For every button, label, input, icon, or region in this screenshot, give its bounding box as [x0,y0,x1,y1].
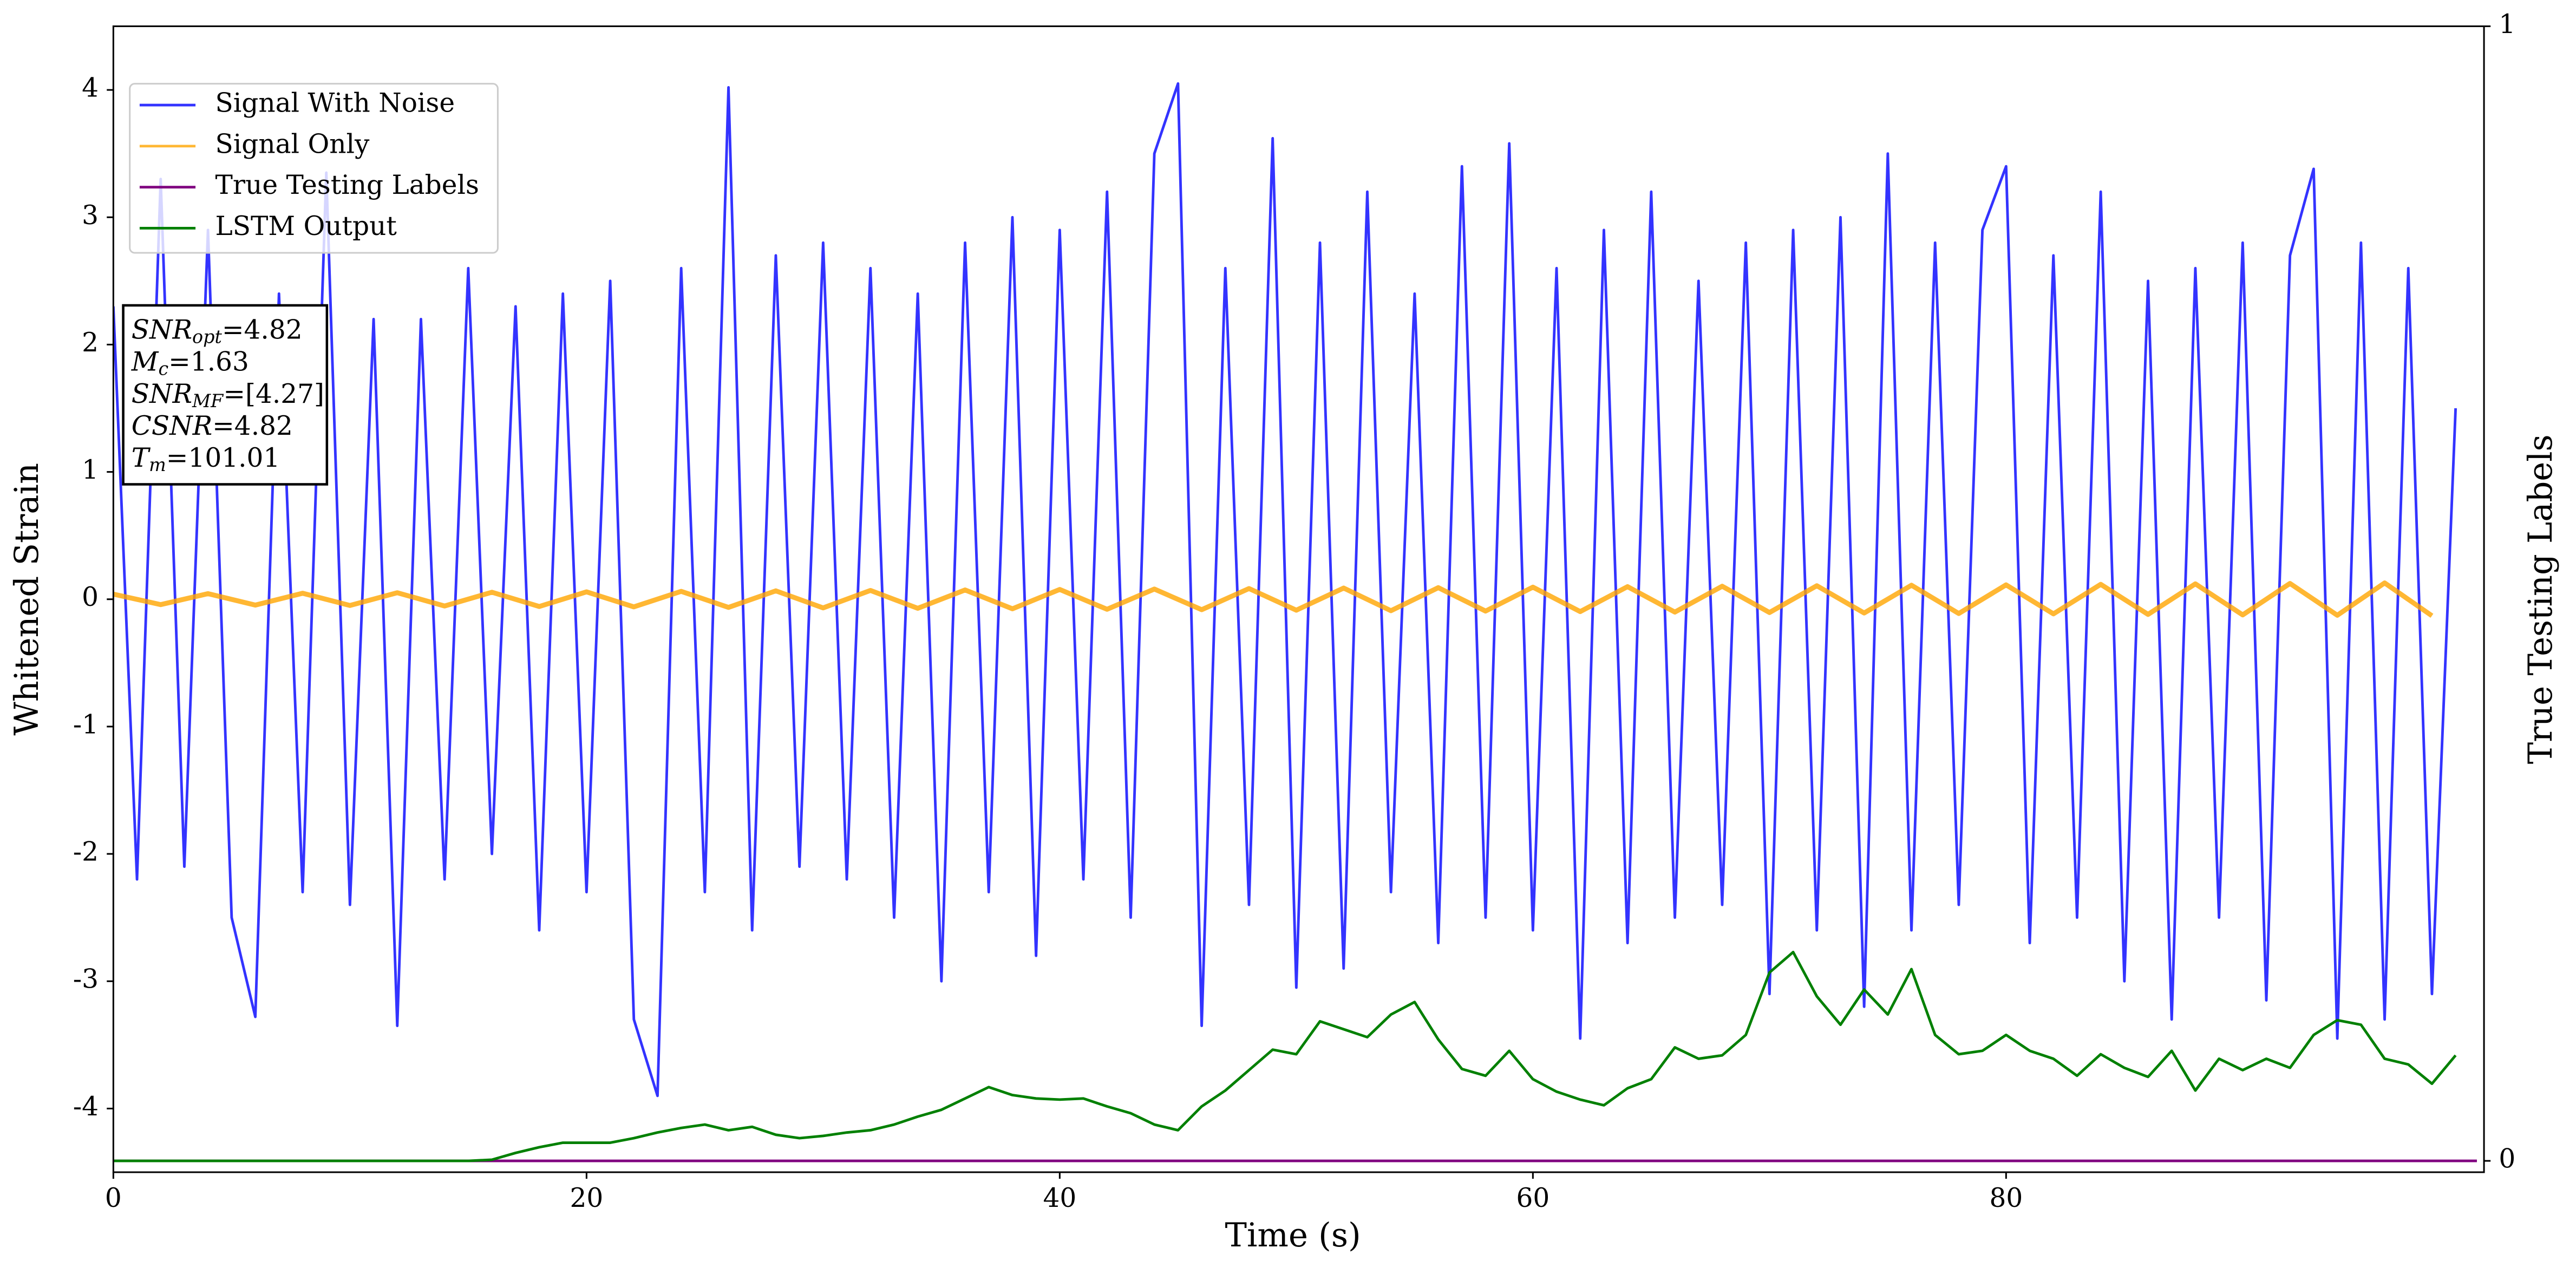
annotation: SNRopt=4.82Mc=1.63SNRMF=[4.27]CSNR=4.82T… [122,304,329,486]
legend-label: True Testing Labels [215,170,479,200]
annotation-symbol: M [131,347,159,377]
legend: Signal With Noise Signal Only True Testing… [129,83,499,254]
annotation-line: CSNR=4.82 [132,410,293,441]
annotation-line: SNRopt=4.82 [132,315,303,348]
annotation-value: =4.82 [222,315,303,345]
y-tick-label: 4 [82,73,99,103]
y-axis-label: Whitened Strain [8,463,46,736]
y-tick-label: 2 [82,328,99,358]
x-tick-label: 80 [1989,1183,2023,1213]
annotation-symbol: CSNR [132,410,212,441]
annotation-subscript: m [149,454,166,475]
annotation-line: Mc=1.63 [131,347,249,380]
y-tick-label: 3 [82,200,99,231]
series-line [113,82,2457,1097]
x-axis-label: Time (s) [1225,1217,1361,1255]
x-tick-label: 0 [105,1183,122,1213]
y-tick-label: -3 [73,964,99,995]
y-tick-label: 0 [82,582,99,612]
annotation-subscript: MF [192,390,224,411]
legend-label: Signal Only [215,129,370,159]
series-line [113,580,2434,618]
y2-tick-label: 1 [2499,9,2515,40]
y-tick-label: -4 [73,1092,99,1122]
x-tick-label: 60 [1516,1183,1549,1213]
plot-area [113,82,2477,1162]
annotation-symbol: SNR [132,378,192,409]
y2-axis-label: True Testing Labels [2522,434,2560,764]
series-line [113,951,2457,1162]
x-tick-label: 40 [1043,1183,1076,1213]
annotation-line: SNRMF=[4.27] [132,378,324,411]
y-tick-label: -2 [73,837,99,867]
annotation-value: =101.01 [166,443,280,473]
legend-box [129,83,499,254]
annotation-symbol: SNR [132,315,192,345]
annotation-value: =4.82 [212,410,293,441]
legend-label: Signal With Noise [215,88,455,119]
annotation-line: Tm=101.01 [132,443,280,476]
x-tick-label: 20 [570,1183,603,1213]
annotation-symbol: T [132,443,151,473]
annotation-value: =1.63 [168,347,249,377]
annotation-subscript: c [158,358,168,380]
y2-tick-label: 0 [2499,1144,2515,1174]
annotation-box [122,304,329,486]
annotation-subscript: opt [192,326,222,348]
legend-label: LSTM Output [215,211,397,241]
y-tick-label: 1 [82,455,99,485]
annotation-value: =[4.27] [223,378,324,409]
y-tick-label: -1 [73,709,99,740]
